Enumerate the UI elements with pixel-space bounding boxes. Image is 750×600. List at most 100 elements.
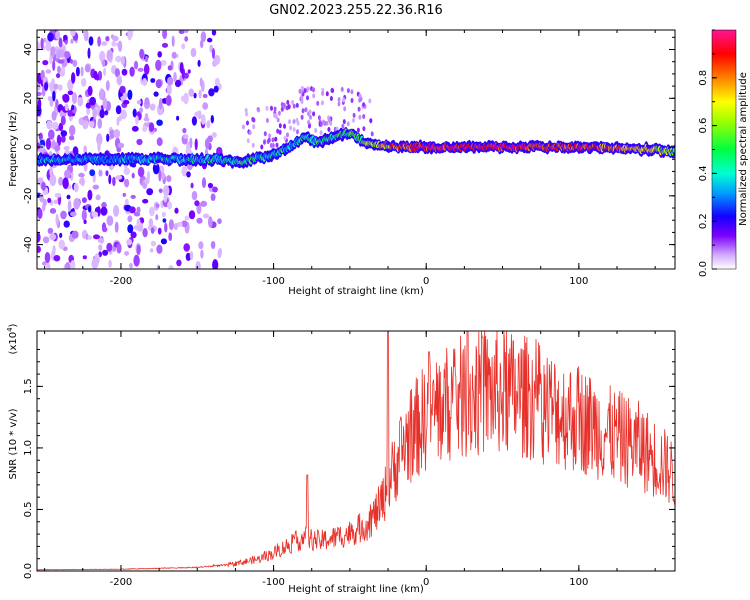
halo-blob <box>256 106 260 112</box>
cbar-tick-label: 0.0 <box>698 261 709 277</box>
noise-blob <box>64 169 71 179</box>
noise-blob <box>184 215 190 221</box>
spectrogram-xlabel: Height of straight line (km) <box>288 286 424 297</box>
noise-blob <box>112 176 116 187</box>
noise-blob <box>47 227 54 234</box>
noise-blob <box>145 55 149 63</box>
noise-blob <box>167 65 172 71</box>
noise-blob <box>171 51 177 59</box>
snr-xtick-label: 0 <box>423 577 429 588</box>
halo-blob <box>271 143 275 148</box>
noise-blob <box>117 142 125 149</box>
noise-blob <box>109 129 115 139</box>
halo-blob <box>282 102 286 108</box>
halo-blob <box>307 119 311 125</box>
noise-blob <box>105 80 110 91</box>
noise-blob <box>181 166 188 177</box>
noise-blob <box>156 137 163 147</box>
noise-blob <box>153 127 157 132</box>
snr-ylabel: SNR (10 * v/v) <box>8 408 19 479</box>
halo-blob <box>286 99 290 105</box>
noise-blob <box>67 110 73 117</box>
noise-blob <box>174 79 182 88</box>
noise-blob <box>207 37 213 43</box>
noise-blob <box>42 261 48 266</box>
noise-blob <box>66 194 71 200</box>
halo-blob <box>352 112 356 118</box>
noise-blob <box>120 96 126 101</box>
snr-panel: -200 -100 0 100 0.0 0.5 1.0 1.5 Height of strai… <box>6 323 676 595</box>
halo-blob <box>352 117 355 123</box>
halo-blob <box>273 106 277 112</box>
halo-blob <box>263 139 266 145</box>
noise-blob <box>135 115 139 125</box>
noise-blob <box>213 85 219 93</box>
noise-blob <box>188 88 195 97</box>
halo-blob <box>300 114 304 120</box>
noise-blob <box>171 35 175 47</box>
halo-blob <box>370 131 374 137</box>
noise-blob <box>51 139 56 150</box>
noise-blob <box>77 96 84 107</box>
noise-blob <box>158 98 163 110</box>
noise-blob <box>106 215 114 226</box>
noise-blob <box>193 92 197 99</box>
noise-blob <box>173 223 179 231</box>
noise-blob <box>133 254 140 267</box>
noise-blob <box>196 217 203 224</box>
halo-blob <box>246 138 250 144</box>
halo-blob <box>301 108 305 114</box>
noise-blob <box>144 113 149 121</box>
noise-blob <box>78 172 85 178</box>
halo-blob <box>276 128 280 134</box>
halo-blob <box>300 95 304 101</box>
snr-xtick-label: -200 <box>110 577 133 588</box>
noise-blob <box>115 55 122 63</box>
halo-blob <box>270 105 273 111</box>
noise-blob <box>210 193 216 201</box>
snr-series <box>37 331 675 571</box>
noise-blob <box>126 238 132 246</box>
noise-blob <box>200 114 206 125</box>
halo-blob <box>280 106 284 112</box>
noise-blob <box>37 91 42 97</box>
noise-blob <box>105 36 110 42</box>
noise-blob <box>73 182 79 193</box>
noise-blob <box>201 80 205 92</box>
noise-blob <box>123 167 130 175</box>
halo-blob <box>328 117 331 123</box>
noise-blob <box>62 93 70 103</box>
noise-blob <box>101 41 108 46</box>
noise-blob <box>86 107 91 116</box>
noise-blob <box>82 255 88 260</box>
halo-blob <box>300 85 304 91</box>
halo-blob <box>362 114 366 119</box>
halo-blob <box>350 98 354 103</box>
colorbar-ticks: 0.0 0.2 0.4 0.6 0.8 <box>698 29 717 277</box>
colorbar-gradient <box>711 29 737 270</box>
spec-ytick-label: 40 <box>23 43 34 56</box>
noise-blob <box>144 97 150 105</box>
noise-blob <box>136 206 141 214</box>
noise-blob <box>71 72 76 84</box>
noise-blob <box>200 200 208 207</box>
halo-blob <box>314 128 318 133</box>
noise-blob <box>161 172 166 180</box>
noise-blob <box>89 120 95 128</box>
noise-blob <box>155 214 159 221</box>
halo-blob <box>287 104 291 110</box>
snr-scale-suffix: ) <box>8 323 19 327</box>
noise-blob <box>131 125 139 132</box>
noise-blob <box>70 260 76 269</box>
halo-blob <box>288 119 291 125</box>
noise-blob <box>81 209 87 221</box>
halo-blob <box>248 130 252 136</box>
noise-blob <box>102 59 106 68</box>
noise-blob <box>142 78 148 86</box>
colorbar: 0.0 0.2 0.4 0.6 0.8 Normalized spectral ampl… <box>698 29 749 277</box>
noise-blob <box>83 145 87 154</box>
noise-blob <box>178 30 185 34</box>
noise-blob <box>168 219 174 231</box>
halo-blob <box>320 100 324 106</box>
